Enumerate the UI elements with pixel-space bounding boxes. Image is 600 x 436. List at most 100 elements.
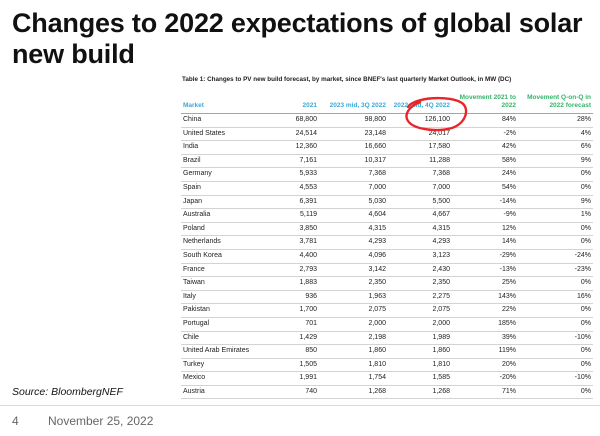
value-3q-2022-cell: 16,660 — [319, 140, 388, 155]
market-name-cell: Italy — [181, 290, 279, 305]
value-2021-cell: 12,360 — [279, 140, 319, 155]
value-4q-2022-cell: 11,288 — [388, 154, 452, 169]
table-row: Turkey 1,505 1,810 1,810 20% 0% — [181, 358, 593, 373]
value-4q-2022-cell: 1,810 — [388, 358, 452, 373]
table-row: Portugal 701 2,000 2,000 185% 0% — [181, 317, 593, 332]
movement-2021-2022-cell: 185% — [452, 317, 518, 332]
movement-qoq-cell: 28% — [518, 113, 593, 128]
market-name-cell: China — [181, 113, 279, 128]
value-2021-cell: 4,400 — [279, 249, 319, 264]
movement-2021-2022-cell: 42% — [452, 140, 518, 155]
movement-qoq-cell: 1% — [518, 208, 593, 223]
table-row: Germany 5,933 7,368 7,368 24% 0% — [181, 167, 593, 182]
value-2021-cell: 740 — [279, 385, 319, 400]
value-4q-2022-cell: 2,000 — [388, 317, 452, 332]
market-name-cell: India — [181, 140, 279, 155]
value-2021-cell: 850 — [279, 344, 319, 359]
value-3q-2022-cell: 2,350 — [319, 276, 388, 291]
table-body: China 68,800 98,800 126,100 84% 28% United Sta… — [181, 113, 593, 400]
slide-title: Changes to 2022 expectations of global s… — [12, 8, 583, 69]
table-row: Chile 1,429 2,198 1,989 39% -10% — [181, 331, 593, 346]
value-2021-cell: 24,514 — [279, 127, 319, 142]
value-4q-2022-cell: 2,350 — [388, 276, 452, 291]
table-caption: Table 1: Changes to PV new build forecas… — [182, 76, 512, 83]
table-row: Australia 5,119 4,604 4,667 -9% 1% — [181, 208, 593, 223]
movement-qoq-cell: 0% — [518, 167, 593, 182]
table-row: United States 24,514 23,148 24,017 -2% 4% — [181, 127, 593, 142]
movement-qoq-cell: -23% — [518, 263, 593, 278]
value-4q-2022-cell: 1,268 — [388, 385, 452, 400]
table-row: Mexico 1,991 1,754 1,585 -20% -10% — [181, 371, 593, 386]
value-4q-2022-cell: 7,368 — [388, 167, 452, 182]
value-2021-cell: 6,391 — [279, 195, 319, 210]
movement-2021-2022-cell: -2% — [452, 127, 518, 142]
table-row: Japan 6,391 5,030 5,500 -14% 9% — [181, 195, 593, 210]
movement-qoq-cell: 0% — [518, 358, 593, 373]
market-name-cell: Germany — [181, 167, 279, 182]
header-2021: 2021 — [279, 92, 319, 114]
value-3q-2022-cell: 7,000 — [319, 181, 388, 196]
value-3q-2022-cell: 4,315 — [319, 222, 388, 237]
movement-2021-2022-cell: 39% — [452, 331, 518, 346]
table-header-row: Market 2021 2023 mid, 3Q 2022 2022 mid, … — [181, 92, 593, 114]
table-row: Netherlands 3,781 4,293 4,293 14% 0% — [181, 235, 593, 250]
movement-qoq-cell: 0% — [518, 181, 593, 196]
page-date: November 25, 2022 — [48, 414, 154, 428]
market-name-cell: Australia — [181, 208, 279, 223]
table-row: China 68,800 98,800 126,100 84% 28% — [181, 113, 593, 128]
table-row: France 2,793 3,142 2,430 -13% -23% — [181, 263, 593, 278]
header-movement-qoq: Movement Q-on-Q in 2022 forecast — [518, 92, 593, 114]
movement-2021-2022-cell: 20% — [452, 358, 518, 373]
movement-qoq-cell: 0% — [518, 344, 593, 359]
value-4q-2022-cell: 2,430 — [388, 263, 452, 278]
value-3q-2022-cell: 4,293 — [319, 235, 388, 250]
value-4q-2022-cell: 126,100 — [388, 113, 452, 128]
header-3q-2022: 2023 mid, 3Q 2022 — [319, 92, 388, 114]
movement-qoq-cell: 0% — [518, 317, 593, 332]
movement-2021-2022-cell: 12% — [452, 222, 518, 237]
movement-qoq-cell: 0% — [518, 385, 593, 400]
value-3q-2022-cell: 2,198 — [319, 331, 388, 346]
market-name-cell: Spain — [181, 181, 279, 196]
value-2021-cell: 68,800 — [279, 113, 319, 128]
value-2021-cell: 3,850 — [279, 222, 319, 237]
movement-qoq-cell: 0% — [518, 222, 593, 237]
market-name-cell: Austria — [181, 385, 279, 400]
value-3q-2022-cell: 1,754 — [319, 371, 388, 386]
table-row: South Korea 4,400 4,096 3,123 -29% -24% — [181, 249, 593, 264]
footer-divider — [0, 405, 600, 406]
movement-2021-2022-cell: 84% — [452, 113, 518, 128]
value-4q-2022-cell: 4,667 — [388, 208, 452, 223]
value-3q-2022-cell: 1,860 — [319, 344, 388, 359]
table-row: Taiwan 1,883 2,350 2,350 25% 0% — [181, 276, 593, 291]
value-3q-2022-cell: 10,317 — [319, 154, 388, 169]
value-3q-2022-cell: 1,963 — [319, 290, 388, 305]
value-2021-cell: 2,793 — [279, 263, 319, 278]
movement-2021-2022-cell: 24% — [452, 167, 518, 182]
page-number: 4 — [12, 414, 19, 428]
market-name-cell: Pakistan — [181, 303, 279, 318]
table-row: Pakistan 1,700 2,075 2,075 22% 0% — [181, 303, 593, 318]
movement-qoq-cell: 0% — [518, 235, 593, 250]
movement-qoq-cell: 16% — [518, 290, 593, 305]
market-name-cell: United Arab Emirates — [181, 344, 279, 359]
table-row: Italy 936 1,963 2,275 143% 16% — [181, 290, 593, 305]
table-row: Poland 3,850 4,315 4,315 12% 0% — [181, 222, 593, 237]
value-4q-2022-cell: 1,860 — [388, 344, 452, 359]
value-2021-cell: 936 — [279, 290, 319, 305]
value-3q-2022-cell: 4,604 — [319, 208, 388, 223]
movement-2021-2022-cell: -29% — [452, 249, 518, 264]
table-row: Brazil 7,161 10,317 11,288 58% 9% — [181, 154, 593, 169]
value-3q-2022-cell: 5,030 — [319, 195, 388, 210]
value-2021-cell: 1,700 — [279, 303, 319, 318]
value-4q-2022-cell: 5,500 — [388, 195, 452, 210]
value-2021-cell: 1,883 — [279, 276, 319, 291]
movement-2021-2022-cell: -14% — [452, 195, 518, 210]
movement-qoq-cell: 0% — [518, 276, 593, 291]
table-row: Austria 740 1,268 1,268 71% 0% — [181, 385, 593, 400]
value-4q-2022-cell: 2,275 — [388, 290, 452, 305]
value-4q-2022-cell: 2,075 — [388, 303, 452, 318]
value-3q-2022-cell: 4,096 — [319, 249, 388, 264]
movement-qoq-cell: 6% — [518, 140, 593, 155]
movement-2021-2022-cell: 54% — [452, 181, 518, 196]
